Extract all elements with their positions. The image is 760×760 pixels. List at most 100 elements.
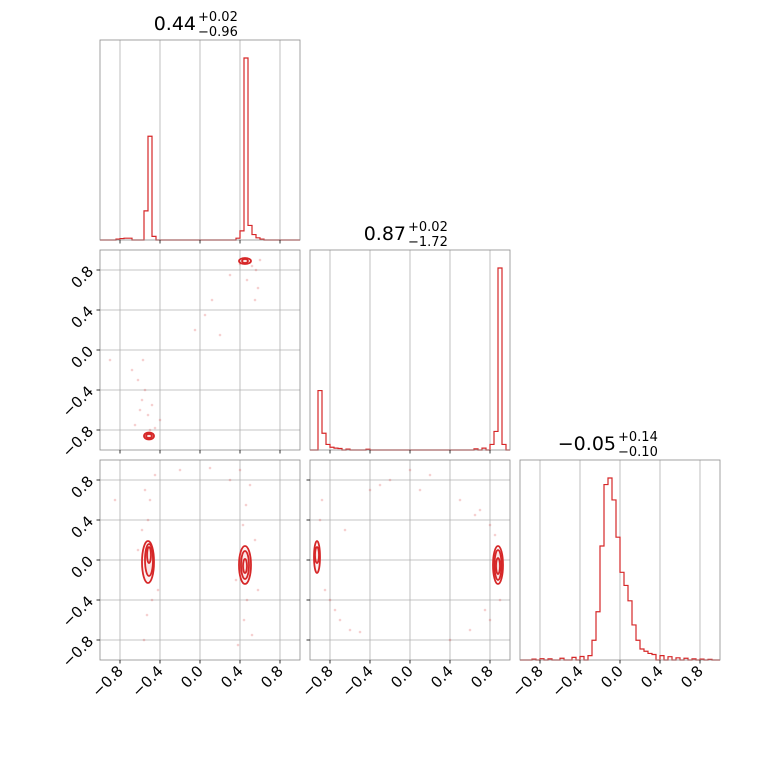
density-contour (146, 546, 152, 564)
sample-point (140, 398, 144, 402)
histogram-bin (252, 235, 256, 240)
y-tick-label: 0.0 (67, 552, 97, 582)
x-tick-label: 0.4 (217, 662, 247, 692)
histogram-bin (592, 640, 596, 660)
y-tick-label: 0.8 (67, 472, 97, 502)
histogram-bin (148, 136, 152, 240)
sample-point (473, 513, 477, 517)
histogram-bin (152, 236, 156, 240)
sample-point (153, 426, 157, 430)
panel-title: 0.44 +0.02−0.96 (154, 10, 238, 40)
sample-point (323, 588, 327, 592)
sample-point (193, 328, 197, 332)
histogram-bin (628, 601, 632, 660)
title-minus-error: −0.96 (198, 25, 238, 40)
y-tick-label: 0.4 (67, 512, 97, 542)
y-tick-label: 0.0 (67, 342, 97, 372)
histogram-bin (624, 585, 628, 660)
sample-point (478, 508, 482, 512)
y-tick-label: 0.4 (67, 302, 97, 332)
histogram-bin (144, 211, 148, 240)
sample-point (338, 618, 342, 622)
histogram-bin (612, 500, 616, 660)
title-plus-error: +0.02 (408, 220, 448, 235)
x-tick-label: 0.0 (387, 662, 417, 692)
histogram-bin (632, 625, 636, 660)
sample-point (130, 368, 134, 372)
histogram-bin (498, 268, 502, 450)
histogram-bin (644, 651, 648, 660)
sample-point (428, 473, 432, 477)
sample-point (253, 298, 257, 302)
sample-point (378, 483, 382, 487)
sample-point (418, 488, 422, 492)
sample-point (248, 483, 252, 487)
histogram-bin (620, 572, 624, 660)
y-tick-label: −0.4 (59, 592, 97, 630)
sample-point (236, 643, 240, 647)
sample-point (241, 523, 245, 527)
sample-point (458, 498, 462, 502)
sample-point (113, 498, 117, 502)
sample-point (148, 428, 152, 432)
sample-point (253, 538, 257, 542)
sample-point (328, 598, 332, 602)
histogram-bin (596, 612, 600, 660)
density-contour (238, 545, 252, 585)
sample-point (148, 498, 152, 502)
histogram-bin (588, 656, 592, 660)
sample-point (244, 503, 248, 507)
histogram-bin (494, 431, 498, 450)
sample-point (228, 478, 232, 482)
sample-point (138, 408, 142, 412)
histogram-bin (660, 656, 664, 660)
sample-point (234, 578, 238, 582)
y-tick-label: −0.8 (59, 632, 97, 670)
sample-point (146, 413, 150, 417)
sample-point (488, 523, 492, 527)
sample-point (140, 528, 144, 532)
sample-point (250, 633, 254, 637)
density-contour (242, 558, 248, 574)
sample-point (238, 468, 242, 472)
sample-point (343, 528, 347, 532)
sample-point (208, 466, 212, 470)
sample-point (145, 613, 149, 617)
histogram-bin (636, 640, 640, 660)
density-contour (313, 540, 321, 574)
sample-point (448, 638, 452, 642)
x-tick-label: −0.8 (298, 662, 336, 700)
histogram-bin (244, 58, 248, 240)
sample-point (178, 468, 182, 472)
title-minus-error: −1.72 (408, 235, 448, 250)
title-median: 0.87 (364, 223, 406, 245)
sample-point (488, 618, 492, 622)
sample-point (136, 548, 140, 552)
title-median: 0.44 (154, 13, 196, 35)
x-tick-label: 0.0 (177, 662, 207, 692)
scatter-panel-0-1: −0.8−0.4 0.0 0.4 0.8 (59, 249, 301, 461)
sample-point (146, 518, 150, 522)
sample-point (150, 403, 154, 407)
sample-point (493, 533, 497, 537)
sample-point (498, 598, 502, 602)
histogram-panel-0: 0.44 +0.02−0.96 (99, 10, 301, 244)
x-tick-label: 0.4 (427, 662, 457, 692)
histogram-panel-2: −0.8 −0.4 0.0 0.4 0.8 −0.05 +0.14−0.10 (508, 430, 721, 701)
histogram-bin (240, 231, 244, 240)
sample-point (348, 628, 352, 632)
density-contour (238, 257, 252, 265)
histogram-bin (326, 444, 330, 450)
sample-point (245, 278, 249, 282)
histogram-bin (580, 656, 584, 660)
histogram-bin (652, 655, 656, 660)
scatter-panel-0-2: −0.8 −0.4 0.0 0.4 0.8−0.8−0.40.00.40.8 (59, 459, 301, 701)
histogram-bin (322, 433, 326, 450)
sample-point (203, 313, 207, 317)
x-tick-label: −0.4 (548, 662, 586, 700)
title-plus-error: +0.14 (618, 430, 658, 445)
sample-point (368, 488, 372, 492)
histogram-bin (608, 478, 612, 660)
density-contour (141, 540, 155, 584)
